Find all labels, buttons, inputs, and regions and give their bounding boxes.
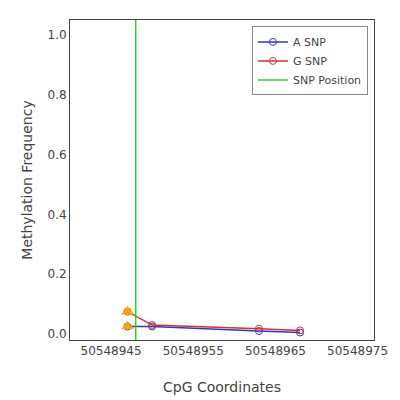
svg-text:SNP Position: SNP Position: [293, 74, 361, 87]
svg-text:50548955: 50548955: [163, 344, 224, 358]
svg-text:1.0: 1.0: [48, 28, 67, 42]
svg-text:0.2: 0.2: [48, 267, 67, 281]
svg-text:0.6: 0.6: [48, 148, 67, 162]
svg-text:G SNP: G SNP: [293, 55, 327, 68]
svg-text:0.0: 0.0: [48, 327, 67, 341]
svg-text:A SNP: A SNP: [293, 36, 326, 49]
svg-text:0.8: 0.8: [48, 88, 67, 102]
svg-text:0.4: 0.4: [48, 208, 67, 222]
svg-text:Methylation Frequency: Methylation Frequency: [19, 100, 35, 259]
svg-text:50548945: 50548945: [81, 344, 142, 358]
svg-text:CpG Coordinates: CpG Coordinates: [163, 379, 281, 395]
svg-text:50548975: 50548975: [327, 344, 388, 358]
svg-text:50548965: 50548965: [245, 344, 306, 358]
